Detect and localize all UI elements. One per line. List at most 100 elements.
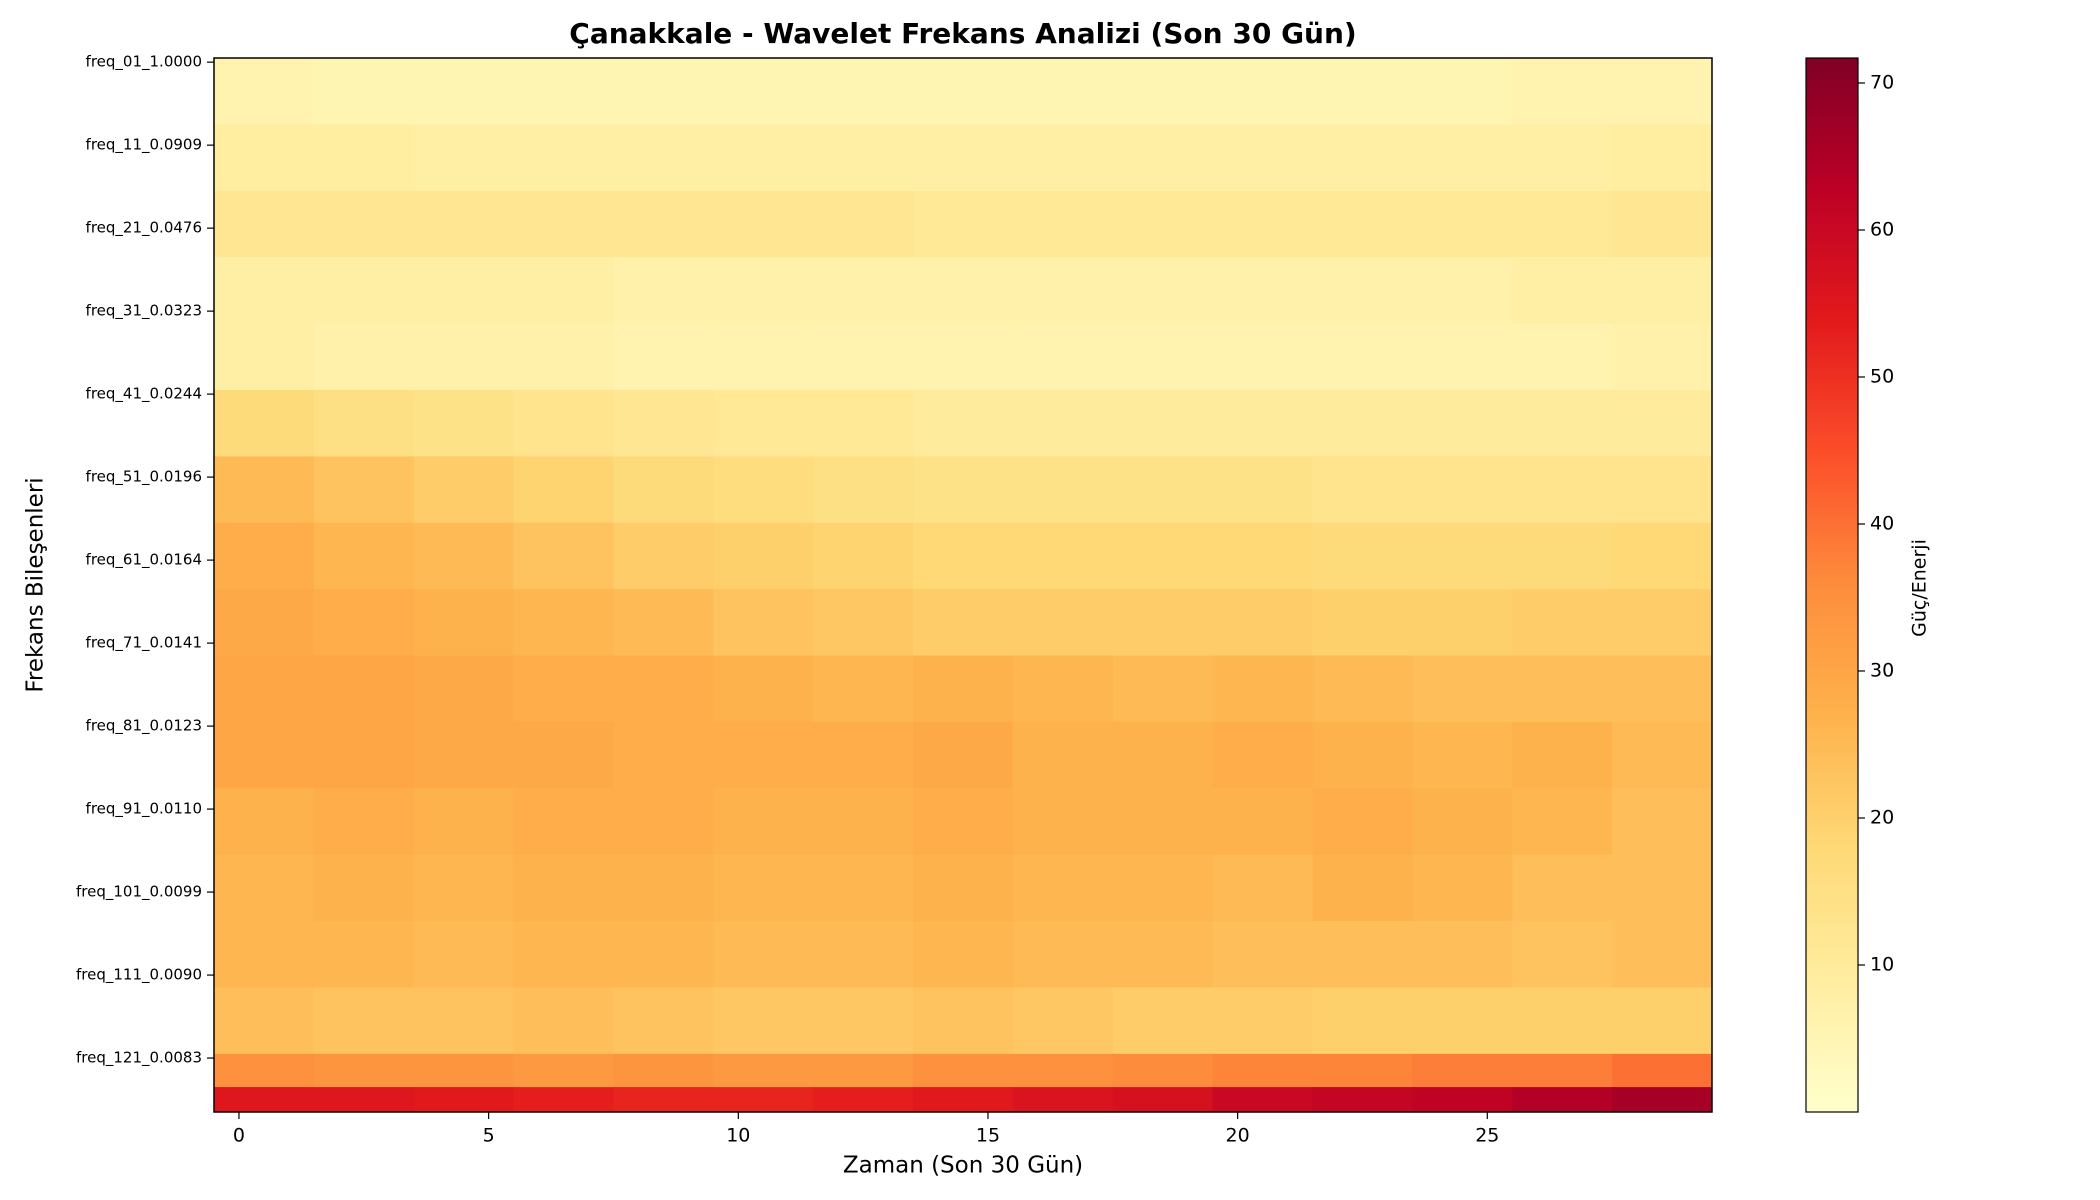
heatmap-cell <box>1412 655 1513 723</box>
heatmap-cell <box>1012 987 1114 1055</box>
heatmap-cell <box>613 456 714 524</box>
heatmap-cell <box>1012 456 1114 524</box>
x-tick-label: 10 <box>726 1125 750 1147</box>
x-tick-label: 5 <box>483 1125 495 1147</box>
y-tick-label: freq_11_0.0909 <box>86 136 202 155</box>
heatmap-cell <box>313 655 415 723</box>
heatmap-cell <box>1112 323 1214 391</box>
heatmap-cell <box>613 1087 714 1113</box>
heatmap-cell <box>413 323 515 391</box>
heatmap-cell <box>413 921 515 989</box>
heatmap-cell <box>1212 124 1314 192</box>
heatmap-cell <box>1412 124 1513 192</box>
heatmap-cell <box>1512 190 1613 258</box>
heatmap-cell <box>1212 1087 1314 1113</box>
heatmap-cell <box>713 323 814 391</box>
heatmap-cell <box>813 1053 914 1088</box>
heatmap-cell <box>613 721 714 789</box>
heatmap-cell <box>1612 456 1713 524</box>
heatmap-cell <box>813 389 914 457</box>
heatmap-cell <box>613 921 714 989</box>
heatmap-cell <box>913 522 1014 590</box>
heatmap-cell <box>1512 58 1613 125</box>
heatmap-cell <box>1212 456 1314 524</box>
heatmap-cell <box>1612 655 1713 723</box>
heatmap-cell <box>1212 788 1314 856</box>
heatmap-cell <box>1312 1053 1413 1088</box>
heatmap-cell <box>413 1087 515 1113</box>
heatmap-cell <box>713 58 814 125</box>
heatmap-cell <box>1312 721 1413 789</box>
heatmap-cell <box>713 788 814 856</box>
heatmap-cell <box>1412 257 1513 325</box>
heatmap-cell <box>1612 1087 1713 1113</box>
heatmap-cell <box>1412 721 1513 789</box>
heatmap-cell <box>913 788 1014 856</box>
heatmap-cell <box>1112 987 1214 1055</box>
y-tick-label: freq_21_0.0476 <box>86 219 202 238</box>
heatmap-cell <box>1512 124 1613 192</box>
heatmap-cell <box>1512 257 1613 325</box>
heatmap-cell <box>1112 190 1214 258</box>
heatmap-cell <box>1312 323 1413 391</box>
heatmap-cell <box>214 1087 315 1113</box>
heatmap-cell <box>1112 1053 1214 1088</box>
heatmap-cell <box>713 456 814 524</box>
heatmap-cell <box>214 456 315 524</box>
heatmap-cell <box>1312 921 1413 989</box>
heatmap-cell <box>1412 58 1513 125</box>
heatmap-cell <box>913 257 1014 325</box>
heatmap-cell <box>1112 921 1214 989</box>
heatmap-cell <box>1012 58 1114 125</box>
heatmap-cell <box>1212 522 1314 590</box>
heatmap-cell <box>1312 257 1413 325</box>
heatmap-cell <box>413 987 515 1055</box>
heatmap-cell <box>313 1087 415 1113</box>
heatmap-cell <box>214 190 315 258</box>
heatmap-cell <box>613 655 714 723</box>
y-axis-label: Frekans Bileşenleri <box>23 477 49 692</box>
heatmap-cell <box>1212 655 1314 723</box>
heatmap-cell <box>1412 589 1513 657</box>
heatmap-cell <box>313 58 415 125</box>
heatmap-cell <box>313 589 415 657</box>
heatmap-cell <box>1212 58 1314 125</box>
heatmap-cell <box>613 788 714 856</box>
heatmap-cell <box>1212 323 1314 391</box>
heatmap-cell <box>913 655 1014 723</box>
colorbar <box>1805 57 1859 1113</box>
heatmap-cell <box>913 58 1014 125</box>
heatmap-cell <box>713 522 814 590</box>
heatmap-cell <box>1012 1087 1114 1113</box>
heatmap-cell <box>1312 124 1413 192</box>
heatmap-cell <box>313 257 415 325</box>
heatmap-cell <box>313 788 415 856</box>
heatmap-cell <box>613 323 714 391</box>
heatmap-cell <box>1512 1053 1613 1088</box>
heatmap-cell <box>1612 190 1713 258</box>
heatmap-cell <box>1112 655 1214 723</box>
heatmap-cell <box>913 456 1014 524</box>
heatmap-cell <box>214 589 315 657</box>
heatmap-cell <box>1112 721 1214 789</box>
y-tick-label: freq_31_0.0323 <box>86 302 202 321</box>
heatmap-cell <box>913 1053 1014 1088</box>
heatmap-cell <box>1112 788 1214 856</box>
heatmap-cell <box>1512 854 1613 922</box>
heatmap-cell <box>1412 1087 1513 1113</box>
heatmap-cell <box>1312 456 1413 524</box>
heatmap-cell <box>1612 323 1713 391</box>
heatmap-cell <box>813 921 914 989</box>
heatmap-cell <box>813 854 914 922</box>
heatmap-cell <box>1312 854 1413 922</box>
heatmap-cell <box>813 257 914 325</box>
heatmap-cell <box>1112 257 1214 325</box>
y-tick-label: freq_101_0.0099 <box>76 883 202 902</box>
heatmap-cell <box>513 788 614 856</box>
heatmap-cell <box>214 921 315 989</box>
heatmap-cell <box>214 854 315 922</box>
heatmap-cell <box>913 190 1014 258</box>
heatmap-cell <box>913 124 1014 192</box>
heatmap-cell <box>513 655 614 723</box>
heatmap-cell <box>1612 1053 1713 1088</box>
